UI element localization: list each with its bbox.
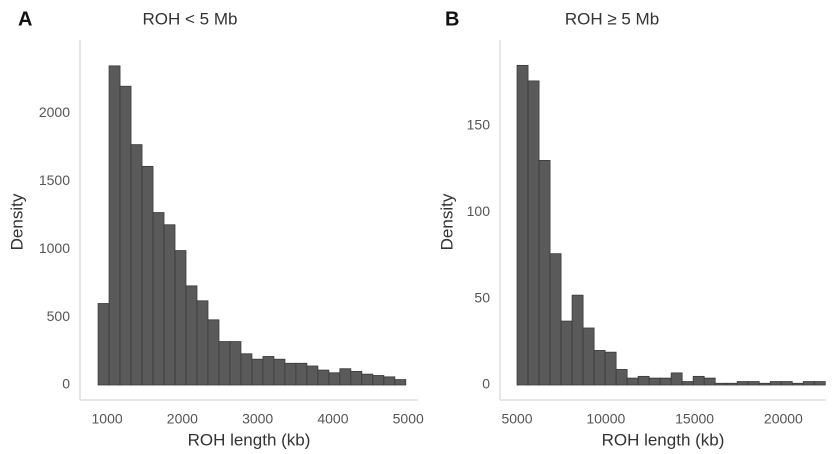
- bar: [714, 382, 727, 386]
- bar: [383, 376, 396, 386]
- x-tick-label: 20000: [764, 411, 803, 427]
- y-tick-label: 1000: [39, 240, 70, 256]
- bar: [780, 381, 793, 386]
- x-tick-label: 5000: [393, 411, 424, 427]
- bar: [273, 358, 286, 386]
- bar: [174, 250, 187, 386]
- bar: [218, 341, 231, 386]
- x-axis-label: ROH length (kb): [188, 430, 311, 449]
- y-tick-label: 2000: [39, 104, 70, 120]
- bar: [350, 371, 363, 386]
- y-tick-label: 50: [474, 289, 490, 305]
- y-axis-label: Density: [7, 193, 26, 250]
- y-tick-label: 150: [467, 117, 491, 133]
- bar: [571, 294, 584, 386]
- bar: [119, 85, 132, 386]
- bar: [648, 377, 661, 386]
- x-tick-label: 10000: [586, 411, 625, 427]
- bar: [791, 382, 804, 386]
- bar: [582, 327, 595, 386]
- bar: [637, 375, 650, 386]
- bar: [604, 351, 617, 386]
- bar: [372, 375, 385, 386]
- bar: [560, 320, 573, 386]
- bar: [196, 300, 209, 386]
- bar: [185, 285, 198, 386]
- bar: [152, 212, 165, 386]
- y-axis-label: Density: [437, 193, 456, 250]
- bar: [163, 224, 176, 386]
- x-tick-label: 3000: [242, 411, 273, 427]
- bar: [229, 341, 242, 386]
- y-tick-label: 100: [467, 203, 491, 219]
- bar: [703, 377, 716, 386]
- bar: [262, 356, 275, 386]
- bar: [527, 80, 540, 386]
- panel-letter: A: [18, 8, 32, 30]
- bar: [108, 65, 121, 386]
- bar: [692, 375, 705, 386]
- bar: [361, 373, 374, 386]
- bar: [670, 372, 683, 386]
- bar: [97, 303, 110, 386]
- bar: [306, 365, 319, 386]
- y-tick-label: 500: [47, 308, 71, 324]
- bar: [538, 159, 551, 386]
- bar: [549, 253, 562, 386]
- y-tick-label: 1500: [39, 172, 70, 188]
- panel-letter: B: [445, 8, 459, 30]
- bar: [141, 165, 154, 386]
- x-tick-label: 5000: [501, 411, 532, 427]
- bar: [317, 369, 330, 386]
- chart-title: ROH ≥ 5 Mb: [565, 9, 659, 28]
- bar: [681, 381, 694, 386]
- x-tick-label: 4000: [317, 411, 348, 427]
- bar: [130, 144, 143, 386]
- bar: [802, 381, 815, 386]
- bar: [339, 368, 352, 386]
- bar: [747, 381, 760, 386]
- bar: [769, 381, 782, 386]
- bar: [813, 381, 826, 386]
- x-tick-label: 15000: [675, 411, 714, 427]
- x-tick-label: 2000: [167, 411, 198, 427]
- bar: [593, 350, 606, 386]
- y-tick-label: 0: [62, 376, 70, 392]
- bar: [295, 362, 308, 386]
- bar: [207, 319, 220, 386]
- bar: [736, 381, 749, 386]
- chart-title: ROH < 5 Mb: [143, 9, 238, 28]
- bar: [251, 358, 264, 386]
- bar: [626, 377, 639, 386]
- bar: [758, 382, 771, 386]
- bar: [725, 382, 738, 386]
- x-tick-label: 1000: [92, 411, 123, 427]
- bar: [284, 362, 297, 386]
- bar: [328, 372, 341, 386]
- bar: [615, 369, 628, 386]
- x-axis-label: ROH length (kb): [602, 430, 725, 449]
- bar: [516, 64, 529, 386]
- y-tick-label: 0: [482, 376, 490, 392]
- bar: [659, 377, 672, 386]
- bar: [394, 379, 407, 386]
- bar: [240, 353, 253, 386]
